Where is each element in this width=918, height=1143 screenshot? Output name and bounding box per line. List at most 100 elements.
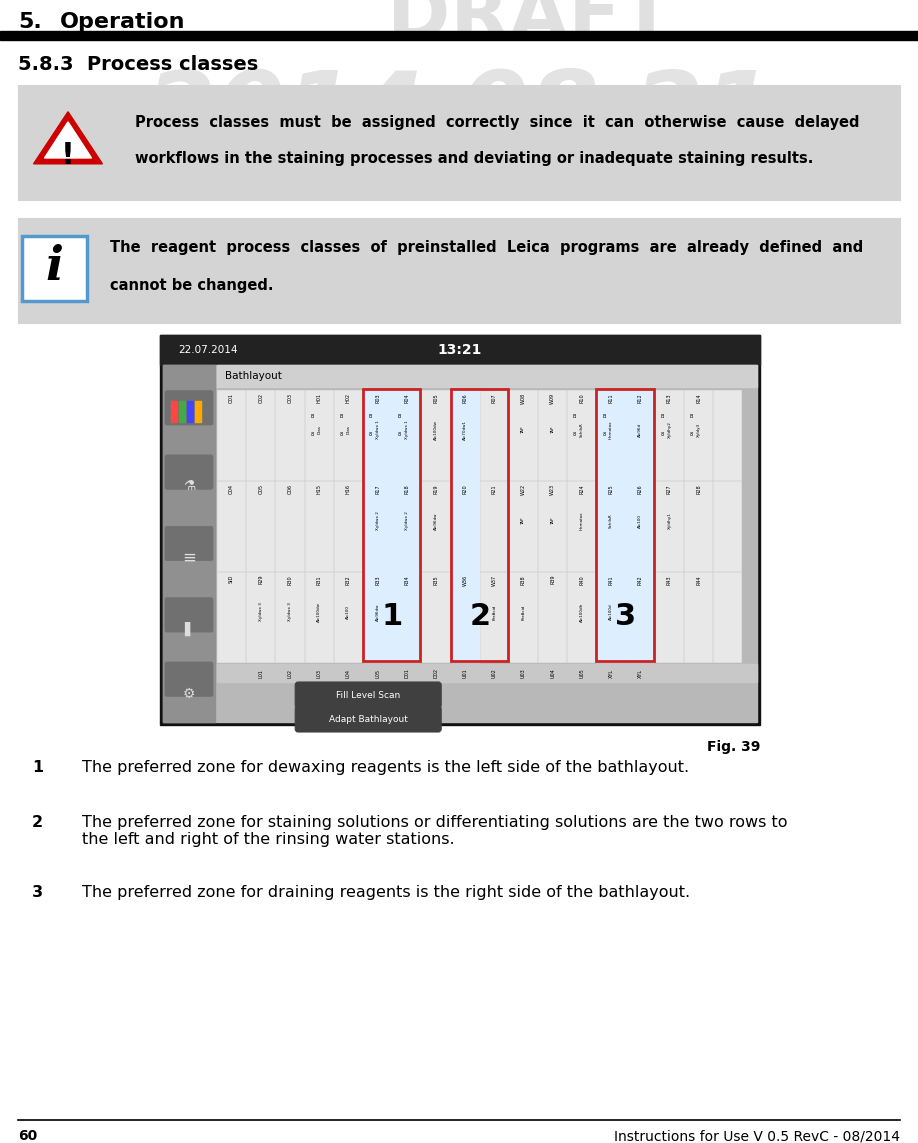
Text: U01: U01 (463, 669, 467, 678)
Bar (363, 390, 391, 480)
Text: TAP: TAP (551, 426, 554, 433)
Text: R30: R30 (287, 575, 293, 584)
Text: R29: R29 (258, 575, 263, 584)
Text: W08: W08 (521, 393, 526, 405)
Text: 8: 8 (310, 432, 313, 437)
FancyBboxPatch shape (165, 391, 213, 425)
Text: R42: R42 (638, 575, 643, 584)
Text: R38: R38 (521, 575, 526, 584)
Text: R26: R26 (638, 483, 643, 494)
Text: R24: R24 (579, 483, 585, 494)
Bar (567, 572, 596, 662)
Bar (334, 481, 362, 572)
Text: 8: 8 (573, 432, 577, 437)
Text: DRAFT: DRAFT (387, 0, 673, 55)
FancyBboxPatch shape (165, 598, 213, 632)
Bar (18, 85, 900, 200)
Bar (0, 31, 918, 35)
Bar (171, 401, 177, 422)
Text: Alc100: Alc100 (638, 514, 643, 528)
Text: R14: R14 (696, 393, 701, 402)
Text: D01: D01 (404, 668, 409, 678)
Text: R43: R43 (667, 575, 672, 584)
Text: O05: O05 (258, 483, 263, 494)
Bar (187, 401, 193, 422)
Bar (626, 481, 654, 572)
Text: 3: 3 (32, 885, 43, 900)
Bar (451, 390, 478, 480)
Bar (217, 481, 245, 572)
Text: 8: 8 (369, 432, 372, 437)
Bar (305, 572, 332, 662)
Bar (334, 390, 362, 480)
Bar (392, 390, 420, 480)
Bar (363, 572, 391, 662)
Bar (246, 481, 274, 572)
Text: Alc70dw1: Alc70dw1 (463, 419, 467, 440)
Bar (22, 235, 87, 301)
Text: Alc100dw: Alc100dw (434, 419, 438, 440)
Bar (538, 390, 566, 480)
Text: Alc100d: Alc100d (609, 604, 613, 621)
Text: Alc96d: Alc96d (638, 423, 643, 437)
Text: Hematox: Hematox (609, 421, 613, 439)
Bar (363, 481, 391, 572)
Text: Xyldhy2: Xyldhy2 (667, 422, 671, 439)
Text: O06: O06 (287, 483, 293, 494)
Bar (451, 481, 478, 572)
Text: The  reagent  process  classes  of  preinstalled  Leica  programs  are  already : The reagent process classes of preinstal… (110, 240, 863, 255)
Text: W22: W22 (521, 483, 526, 495)
Text: 8: 8 (397, 432, 401, 437)
Text: B: B (340, 414, 342, 418)
Bar (509, 390, 537, 480)
Text: The preferred zone for staining solutions or differentiating solutions are the t: The preferred zone for staining solution… (82, 815, 788, 847)
Text: H01: H01 (317, 393, 321, 403)
Polygon shape (34, 112, 103, 163)
Text: R06: R06 (463, 393, 467, 402)
Text: H16: H16 (346, 483, 351, 494)
Text: The preferred zone for dewaxing reagents is the left side of the bathlayout.: The preferred zone for dewaxing reagents… (82, 760, 689, 775)
Text: R13: R13 (667, 393, 672, 402)
Bar (179, 401, 185, 422)
Bar (22, 235, 87, 301)
Bar (597, 481, 624, 572)
Text: L01: L01 (258, 669, 263, 678)
Bar (713, 572, 742, 662)
Bar (597, 572, 624, 662)
Text: 8: 8 (689, 432, 693, 437)
Bar (363, 481, 391, 572)
Text: Alc100: Alc100 (346, 605, 351, 620)
Bar (163, 365, 757, 722)
Text: Xyldwx 1: Xyldwx 1 (405, 421, 409, 439)
Bar (421, 390, 450, 480)
Text: R04: R04 (404, 393, 409, 402)
Text: Dias: Dias (346, 425, 351, 434)
Bar (626, 390, 654, 480)
Text: B: B (689, 414, 693, 418)
Text: W36: W36 (463, 575, 467, 586)
Bar (655, 390, 683, 480)
Text: R34: R34 (404, 575, 409, 584)
Bar (275, 481, 304, 572)
Text: The preferred zone for draining reagents is the right side of the bathlayout.: The preferred zone for draining reagents… (82, 885, 690, 900)
Text: D02: D02 (433, 668, 439, 678)
Text: W09: W09 (550, 393, 555, 403)
Bar (305, 481, 332, 572)
Text: R39: R39 (550, 575, 555, 584)
Text: 13:21: 13:21 (438, 343, 482, 357)
Bar (217, 664, 757, 682)
Bar (626, 572, 654, 662)
Text: ≡: ≡ (182, 549, 196, 567)
Text: 1: 1 (382, 602, 403, 631)
Text: R41: R41 (609, 575, 613, 584)
Text: 22.07.2014: 22.07.2014 (178, 345, 238, 355)
Text: B: B (368, 414, 372, 418)
Bar (626, 390, 654, 480)
Text: R33: R33 (375, 575, 380, 584)
Bar (626, 572, 654, 662)
Bar (597, 390, 624, 480)
Text: Xyldwx 1: Xyldwx 1 (375, 421, 379, 439)
Text: U03: U03 (521, 669, 526, 678)
Text: Alc100dw: Alc100dw (317, 602, 321, 622)
Bar (217, 572, 245, 662)
